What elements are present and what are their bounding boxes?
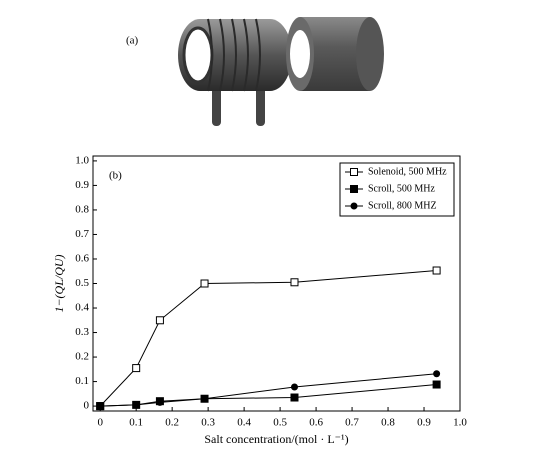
point (290, 383, 298, 391)
y-tick-label: 0.4 (75, 302, 89, 314)
x-tick-label: 0.8 (381, 417, 395, 429)
legend-marker (350, 202, 358, 210)
point (132, 364, 141, 373)
solenoid-illustration (178, 18, 292, 126)
point (432, 266, 441, 275)
x-tick-label: 0.6 (309, 417, 323, 429)
y-tick-label: 0.5 (75, 277, 89, 289)
x-tick-label: 0.9 (417, 417, 431, 429)
panel-label: (a) (126, 35, 139, 47)
point (156, 398, 164, 406)
scroll-illustration (286, 17, 384, 91)
y-tick-label: 0.6 (75, 253, 89, 265)
panel-label: (b) (109, 170, 122, 182)
x-tick-label: 0.5 (273, 417, 287, 429)
y-tick-label: 0.7 (75, 228, 89, 240)
legend-label: Scroll, 800 MHZ (368, 200, 437, 211)
point (432, 380, 441, 389)
series-line (100, 373, 437, 407)
point (155, 316, 164, 325)
y-tick-label: 0.3 (75, 326, 89, 338)
point (290, 278, 299, 287)
legend-label: Solenoid, 500 MHz (368, 166, 447, 177)
series-line (99, 270, 437, 407)
point (201, 395, 209, 403)
y-tick-label: 0.1 (75, 375, 89, 387)
x-tick-label: 0 (97, 417, 103, 429)
y-tick-label: 0 (84, 400, 90, 412)
y-axis-label: 1−(QL/QU) (52, 254, 66, 312)
point (433, 370, 441, 378)
x-tick-label: 0.2 (165, 417, 179, 429)
y-tick-label: 1.0 (75, 154, 89, 166)
x-tick-label: 1.0 (453, 417, 467, 429)
point (96, 402, 104, 410)
x-tick-label: 0.3 (201, 417, 215, 429)
x-tick-label: 0.1 (129, 417, 143, 429)
y-tick-label: 0.9 (75, 179, 89, 191)
x-axis-label: Salt concentration/(mol · L⁻¹) (204, 432, 348, 446)
y-tick-label: 0.8 (75, 203, 89, 215)
legend-marker (350, 185, 358, 193)
series-line (100, 384, 437, 407)
x-tick-label: 0.7 (345, 417, 359, 429)
x-tick-label: 0.4 (237, 417, 251, 429)
point (290, 393, 299, 402)
y-tick-label: 0.2 (75, 351, 89, 363)
legend-label: Scroll, 500 MHz (368, 183, 436, 194)
point (200, 279, 209, 288)
point (132, 401, 140, 409)
legend-marker (350, 168, 358, 176)
